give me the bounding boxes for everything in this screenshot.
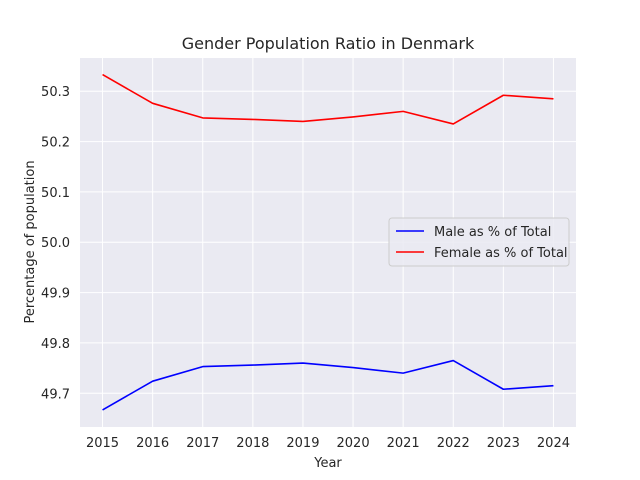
x-tick-label: 2022 [437, 436, 470, 451]
x-tick-label: 2021 [387, 436, 420, 451]
series-lines [102, 73, 554, 411]
x-tick-label: 2023 [487, 436, 520, 451]
y-tick-label: 50.2 [41, 136, 70, 151]
x-tick-labels: 2015 2016 2017 2018 2019 2020 2021 2022 2023 2024 [86, 436, 570, 451]
y-tick-label: 50.0 [41, 236, 70, 251]
x-tick-label: 2019 [286, 436, 319, 451]
y-tick-label: 50.1 [41, 186, 70, 201]
y-tick-label: 50.3 [41, 85, 70, 100]
series-line-male [102, 359, 554, 411]
legend-label-male: Male as % of Total [434, 225, 551, 240]
x-tick-label: 2017 [186, 436, 219, 451]
x-tick-label: 2024 [537, 436, 570, 451]
chart-title: Gender Population Ratio in Denmark [182, 34, 475, 53]
legend: Male as % of Total Female as % of Total [388, 217, 570, 267]
y-tick-label: 49.7 [41, 387, 70, 402]
x-tick-label: 2018 [236, 436, 269, 451]
series-line-female [102, 73, 554, 125]
x-tick-label: 2020 [337, 436, 370, 451]
x-axis-label: Year [313, 456, 342, 471]
x-tick-label: 2015 [86, 436, 119, 451]
y-tick-label: 49.9 [41, 287, 70, 302]
y-axis-label: Percentage of population [23, 160, 38, 323]
y-tick-label: 49.8 [41, 337, 70, 352]
legend-label-female: Female as % of Total [434, 246, 568, 261]
y-tick-labels: 49.7 49.8 49.9 50.0 50.1 50.2 50.3 [41, 85, 70, 402]
x-tick-label: 2016 [136, 436, 169, 451]
legend-box [388, 217, 570, 267]
